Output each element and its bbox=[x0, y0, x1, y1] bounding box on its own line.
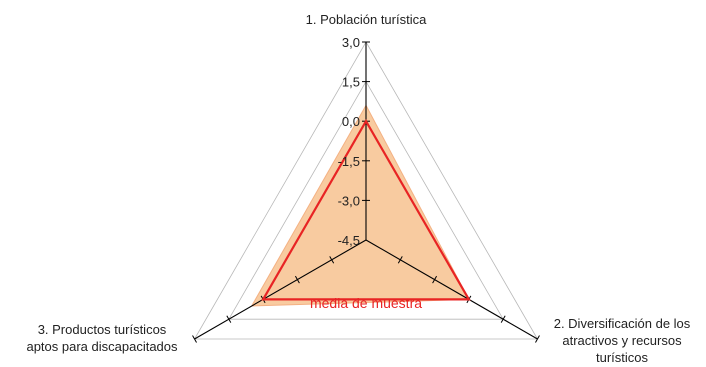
radial-tick-label: 1,5 bbox=[342, 75, 360, 90]
radial-tick-label: -4,5 bbox=[338, 233, 360, 248]
grid-ring-4 bbox=[228, 80, 504, 320]
axis-2-tick-4 bbox=[500, 315, 506, 323]
radial-tick-label: 3,0 bbox=[342, 35, 360, 50]
axis-lines bbox=[194, 42, 538, 340]
axis-labels: 1. Población turística 2. Diversificación… bbox=[26, 12, 690, 365]
area-series-layer bbox=[250, 104, 470, 307]
axis-line-2 bbox=[365, 239, 538, 340]
axis-ticks bbox=[192, 41, 540, 343]
axis-line-3 bbox=[194, 239, 367, 340]
axis-3-tick-5 bbox=[192, 335, 197, 343]
axis-label-3-line-1: 3. Productos turísticos bbox=[38, 322, 167, 337]
radial-tick-label: -3,0 bbox=[338, 193, 360, 208]
axis-label-1-line-1: 1. Población turística bbox=[306, 12, 427, 27]
series-label-media-de-muestra: media de muestra bbox=[310, 295, 422, 311]
axis-label-1: 1. Población turística bbox=[306, 12, 427, 27]
line-series-1 bbox=[261, 118, 471, 301]
axis-label-3: 3. Productos turísticos aptos para discap… bbox=[26, 322, 178, 354]
axis-3-tick-2 bbox=[294, 275, 300, 284]
axis-label-2: 2. Diversificación de los atractivos y re… bbox=[554, 316, 691, 365]
line-series-layer bbox=[261, 118, 471, 301]
axis-2-tick-5 bbox=[535, 335, 540, 343]
axis-2-tick-2 bbox=[432, 275, 438, 284]
axis-label-2-line-1: 2. Diversificación de los bbox=[554, 316, 691, 331]
area-series-0 bbox=[250, 104, 470, 307]
radial-tick-labels: 3,0 1,5 0,0 -1,5 -3,0 -4,5 bbox=[338, 35, 360, 248]
radial-tick-label: -1,5 bbox=[338, 154, 360, 169]
axis-3-tick-4 bbox=[226, 315, 232, 323]
axis-3-tick-1 bbox=[329, 256, 335, 264]
axis-label-2-line-3: turísticos bbox=[596, 350, 649, 365]
axis-label-3-line-2: aptos para discapacitados bbox=[26, 339, 178, 354]
axis-2-tick-1 bbox=[397, 256, 403, 264]
grid-ring-5 bbox=[193, 41, 539, 340]
radial-tick-label: 0,0 bbox=[342, 114, 360, 129]
axis-label-2-line-2: atractivos y recursos bbox=[562, 333, 682, 348]
